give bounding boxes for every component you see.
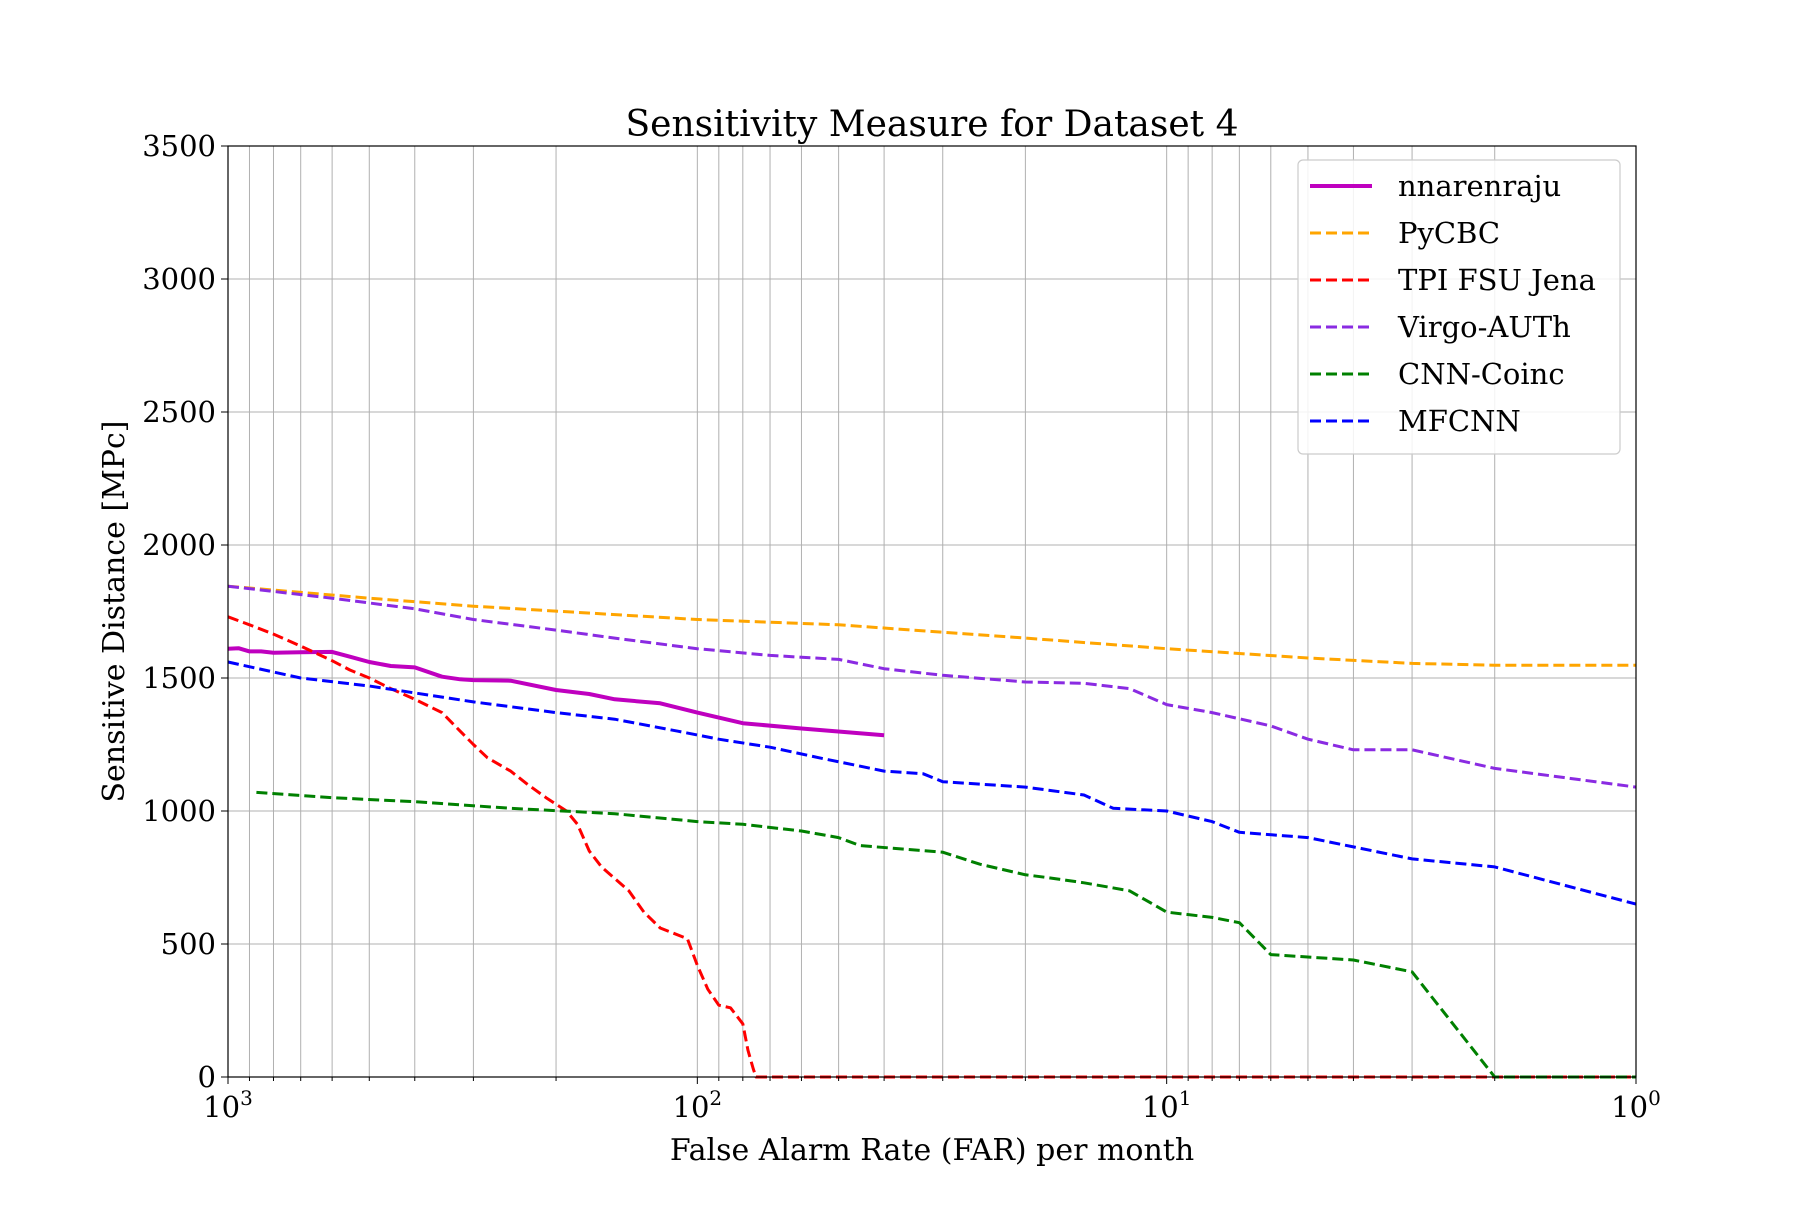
x-tick-exponent: 0	[1648, 1086, 1661, 1110]
y-tick-label: 2000	[142, 528, 216, 562]
x-tick-base: 10	[673, 1090, 710, 1124]
x-tick-label: 103	[203, 1086, 253, 1124]
series-line-mfcnn	[227, 660, 1637, 906]
legend-box	[1297, 159, 1621, 455]
x-tick-exponent: 3	[240, 1086, 253, 1110]
legend-label: CNN-Coinc	[1398, 357, 1565, 391]
x-tick-label: 100	[1611, 1086, 1661, 1124]
y-tick-label: 0	[198, 1060, 216, 1094]
y-tick-label: 1500	[142, 661, 216, 695]
legend-label: PyCBC	[1398, 216, 1500, 250]
series-line-nnarenraju	[227, 646, 885, 738]
x-tick-exponent: 1	[1179, 1086, 1192, 1110]
y-tick-label: 3500	[142, 129, 216, 163]
series-line-tpi-fsu-jena	[227, 615, 1636, 1079]
x-tick-base: 10	[1142, 1090, 1179, 1124]
legend: nnarenraju PyCBC TPI FSU Jena Virgo-AUTh CNN…	[1297, 159, 1621, 455]
series-line-pycbc	[227, 584, 1636, 667]
y-tick-label: 500	[161, 927, 216, 961]
x-tick-base: 10	[203, 1090, 240, 1124]
y-tick-label: 1000	[142, 794, 216, 828]
y-tick-label: 2500	[142, 395, 216, 429]
plot-frame	[227, 145, 1637, 1078]
series-lines	[227, 584, 1637, 1079]
series-line-virgo-auth	[227, 584, 1637, 789]
x-axis-label: False Alarm Rate (FAR) per month	[670, 1133, 1194, 1168]
legend-label: Virgo-AUTh	[1397, 310, 1571, 344]
legend-label: TPI FSU Jena	[1398, 263, 1596, 297]
series-line-cnn-coinc	[256, 790, 1636, 1079]
legend-label: nnarenraju	[1398, 169, 1561, 203]
x-tick-label: 101	[1142, 1086, 1192, 1124]
y-axis-label: Sensitive Distance [MPc]	[97, 420, 132, 802]
x-tick-base: 10	[1611, 1090, 1648, 1124]
chart-title: Sensitivity Measure for Dataset 4	[626, 104, 1239, 145]
x-tick-label: 102	[673, 1086, 723, 1124]
y-tick-label: 3000	[142, 262, 216, 296]
x-tick-exponent: 2	[709, 1086, 722, 1110]
legend-label: MFCNN	[1398, 404, 1521, 438]
